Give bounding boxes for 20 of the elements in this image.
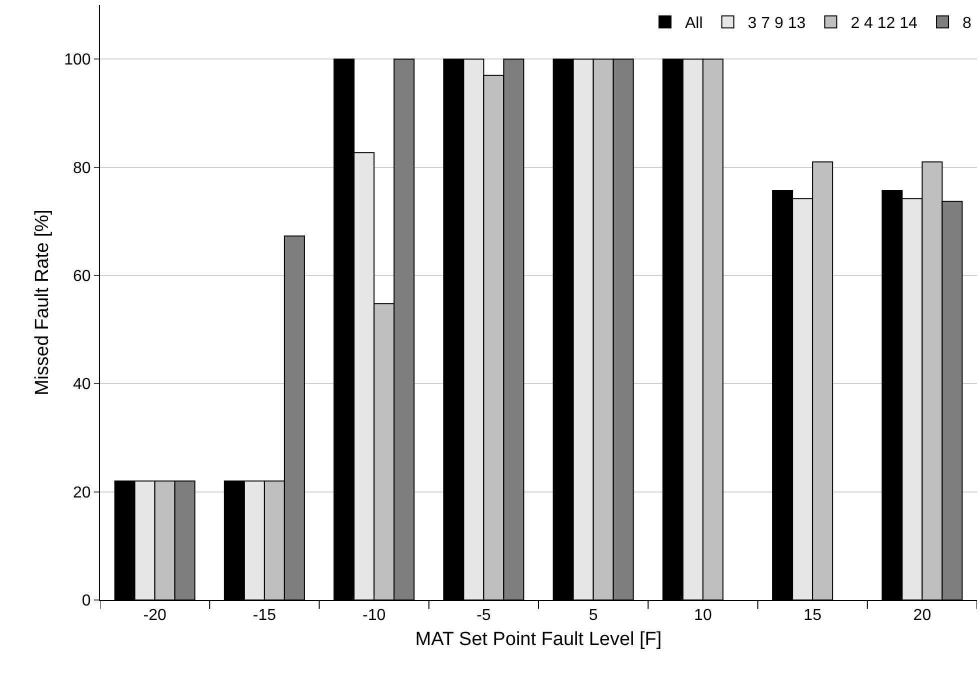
x-tick-label: 5: [588, 607, 598, 624]
legend-label: 8: [962, 15, 972, 32]
x-tick-label: 15: [804, 607, 822, 624]
x-tick-label: -10: [362, 607, 386, 624]
y-tick-label: 40: [73, 376, 91, 394]
x-tick-label: -5: [476, 607, 491, 624]
legend-label: 2 4 12 14: [850, 15, 918, 32]
y-tick-label: 60: [73, 268, 91, 286]
x-tick-label: 10: [694, 607, 712, 624]
x-tick-label: -20: [143, 607, 166, 624]
y-axis-title: Missed Fault Rate [%]: [32, 210, 53, 396]
legend-label: 3 7 9 13: [748, 15, 806, 32]
x-tick-label: -15: [252, 607, 276, 624]
y-tick-label: 0: [82, 592, 91, 610]
y-tick-label: 80: [73, 160, 91, 177]
y-tick-label: 100: [64, 52, 91, 69]
legend-label: All: [685, 15, 703, 32]
y-tick-label: 20: [73, 484, 91, 502]
x-tick-label: 20: [913, 607, 932, 624]
x-axis-title: MAT Set Point Fault Level [F]: [415, 629, 662, 650]
